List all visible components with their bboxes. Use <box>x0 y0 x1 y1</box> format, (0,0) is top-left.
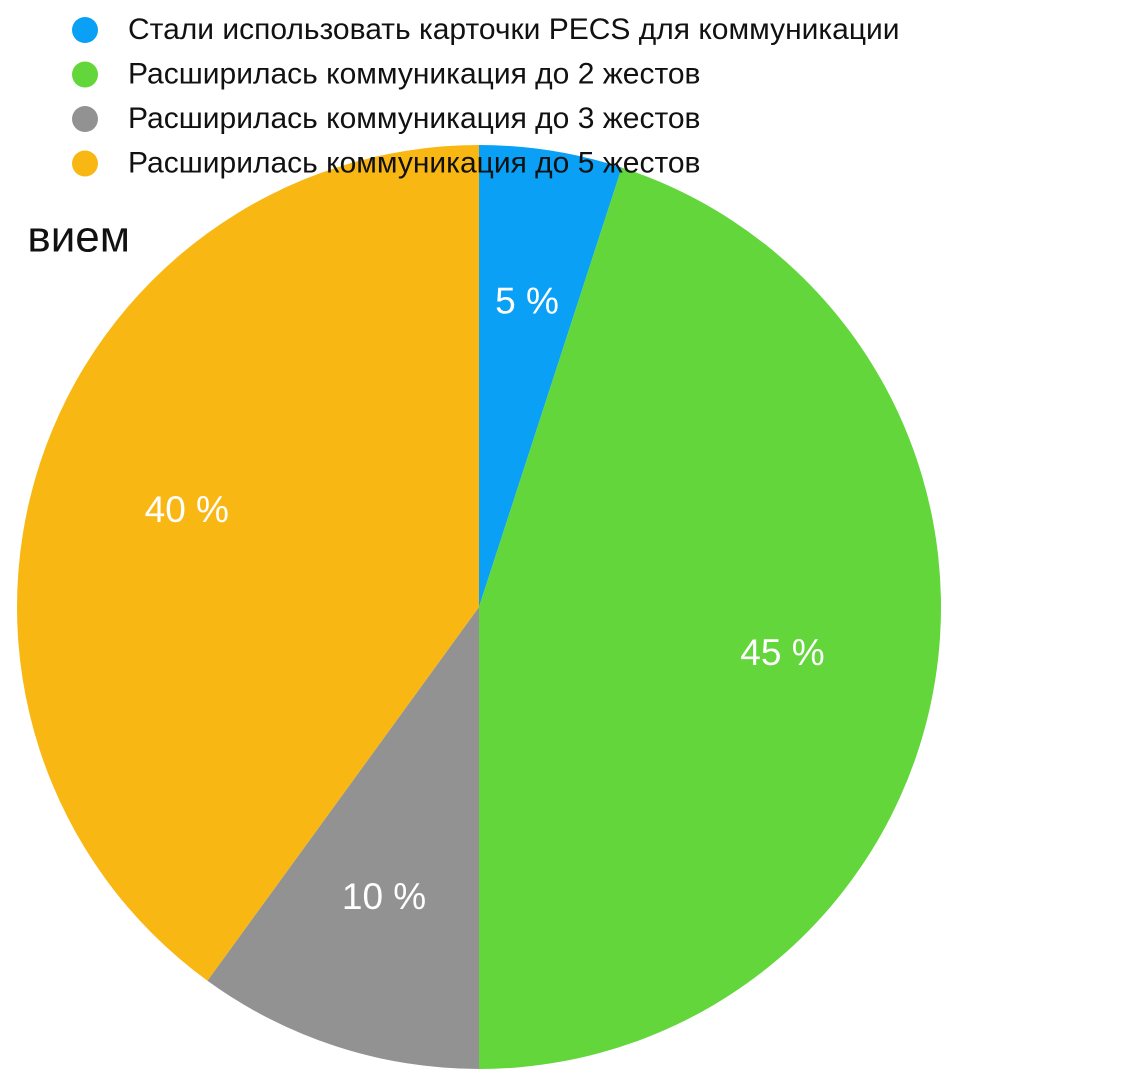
pie-slice <box>479 145 622 607</box>
slice-label: 10 % <box>342 876 426 917</box>
slice-label: 5 % <box>495 280 559 321</box>
slice-label: 45 % <box>740 632 824 673</box>
legend-marker <box>72 150 98 177</box>
slice-label: 40 % <box>145 489 229 530</box>
pie-slice <box>17 145 480 981</box>
legend-label: Стали использовать карточки PECS для ком… <box>128 13 900 46</box>
legend-label: Расширилась коммуникация до 3 жестов <box>128 102 701 135</box>
pie-slice <box>479 167 941 1069</box>
legend-label: Расширилась коммуникация до 2 жестов <box>128 57 701 90</box>
pie-slice <box>207 607 479 1069</box>
legend-marker <box>72 106 98 132</box>
legend-label: Расширилась коммуникация до 5 жестов <box>128 146 701 179</box>
annotation: вием <box>27 213 130 262</box>
legend-marker <box>72 17 98 43</box>
legend-marker <box>72 61 98 88</box>
